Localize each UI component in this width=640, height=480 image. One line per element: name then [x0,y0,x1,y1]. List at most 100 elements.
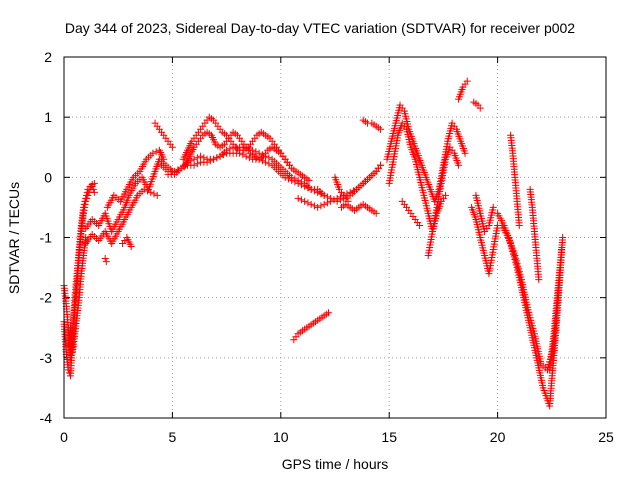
x-tick-label: 20 [490,429,506,445]
data-point [258,157,266,165]
data-point [252,148,260,156]
data-point [81,197,89,205]
data-point [245,154,253,162]
data-point [346,188,354,196]
data-point [294,194,302,202]
data-point [160,155,168,163]
data-point [193,154,201,162]
x-tick-label: 5 [169,429,177,445]
data-point [82,194,90,202]
data-point [330,196,338,204]
data-point [294,176,302,184]
data-point [150,190,158,198]
y-tick-label: 1 [44,109,52,125]
data-point [190,161,198,169]
grid [64,57,606,418]
plot-frame [63,56,607,419]
y-axis-label: SDTVAR / TECUs [6,181,22,295]
data-point [101,255,109,263]
data-point [307,200,315,208]
data-point [559,234,567,241]
data-point [258,151,266,159]
data-point [310,202,318,210]
chart-title: Day 344 of 2023, Sidereal Day-to-day VTE… [64,20,576,36]
y-tick-label: -1 [40,230,53,246]
axis-ticks: 0 5 10 15 20 25 -4 -3 -2 -1 0 1 2 [40,49,614,445]
data-point [152,148,160,156]
data-point [327,197,335,205]
x-tick-label: 15 [381,429,397,445]
data-point [223,146,231,154]
data-point [281,173,289,181]
data-point [80,200,88,208]
data-point [291,175,299,183]
data-point [461,149,469,157]
data-point [323,199,331,207]
y-tick-label: -2 [40,290,53,306]
data-point [489,203,497,211]
data-point [297,196,305,204]
data-point [343,190,351,198]
data-point [558,246,566,254]
data-point [285,161,293,169]
data-point [127,243,135,251]
data-point [200,154,208,162]
data-point [314,188,322,196]
x-axis-label: GPS time / hours [281,456,389,472]
data-point [83,188,91,196]
data-point [89,185,97,193]
data-point [323,193,331,201]
data-point [442,191,450,199]
data-point [317,202,325,210]
data-point [320,191,328,199]
data-point [336,193,344,201]
data-point [90,188,98,196]
data-point [140,185,148,193]
y-tick-label: -3 [40,350,53,366]
data-point [476,104,484,112]
data-point [153,191,161,199]
data-point [377,161,385,169]
data-point [197,152,205,160]
data-point [226,145,234,153]
data-point [239,151,247,159]
data-point [147,188,155,196]
data-point [344,197,352,205]
data-point [265,160,273,168]
data-point [265,154,273,162]
data-point [168,143,176,151]
data-point [317,190,325,198]
data-point [305,176,313,184]
x-tick-label: 10 [273,429,289,445]
data-point [102,258,110,266]
data-point [307,185,315,193]
data-point [242,152,250,160]
data-point [372,209,380,217]
data-point [297,178,305,186]
data-point [193,160,201,168]
data-point [463,77,471,85]
data-point [82,191,90,199]
data-point [213,154,221,162]
data-point [143,187,151,195]
data-point [80,203,88,211]
data-point [416,221,424,229]
data-point [82,234,90,241]
data-point [333,194,341,202]
data-point [190,155,198,163]
data-point [301,197,309,205]
y-tick-label: -4 [40,410,53,426]
data-point [262,158,270,166]
data-point [310,187,318,195]
x-tick-label: 25 [598,429,614,445]
x-tick-label: 0 [60,429,68,445]
data-point [324,309,332,317]
data-point [288,173,296,181]
y-tick-label: 0 [44,169,52,185]
data-point [349,187,357,195]
data-point [149,149,157,157]
data-point [88,182,96,190]
data-point [284,175,292,183]
